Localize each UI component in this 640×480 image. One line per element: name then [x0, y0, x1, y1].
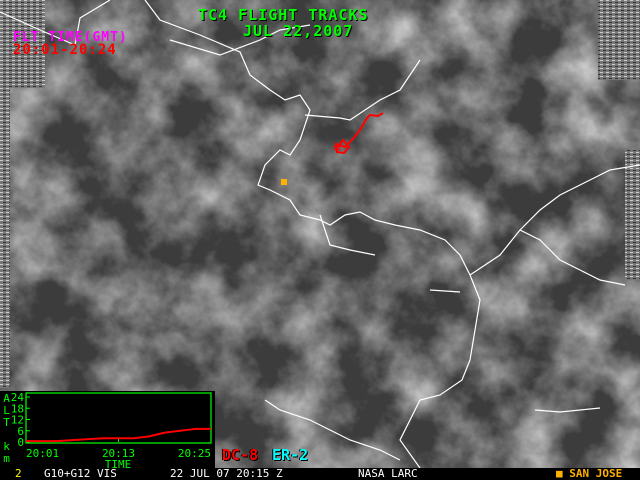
no-data-region [0, 0, 45, 88]
country-borders [0, 0, 640, 469]
marker-legend: ■ SAN JOSE [556, 467, 623, 480]
star-marker-icon: ✲ [333, 140, 341, 156]
x-axis-label: TIME [105, 458, 132, 469]
status-bar: 2 G10+G12 VIS 22 JUL 07 20:15 Z NASA LAR… [0, 467, 640, 480]
legend-er2: ER-2 [272, 446, 309, 464]
x-tick-label: 20:13 [102, 447, 135, 460]
flight-time-range: 20:01-20:24 [13, 42, 117, 58]
y-tick-label: 18 [11, 402, 24, 415]
x-tick-label: 20:25 [178, 447, 211, 460]
no-data-region [625, 150, 640, 280]
product-name: G10+G12 VIS [44, 467, 117, 480]
dc8-altitude-line [26, 427, 211, 443]
credit: NASA LARC [358, 467, 418, 480]
y-tick-label: 6 [17, 425, 24, 438]
y-tick-label: 12 [11, 414, 24, 427]
no-data-region [0, 88, 10, 388]
square-marker-icon [281, 179, 287, 185]
y-tick-label: 0 [17, 436, 24, 449]
dc8-flight-track [334, 112, 384, 155]
x-tick-label: 20:01 [26, 447, 59, 460]
map-title: TC4 FLIGHT TRACKS [198, 6, 369, 24]
no-data-region [598, 0, 640, 80]
frame-number: 2 [15, 467, 22, 480]
legend-dc8: DC-8 [222, 446, 259, 464]
flight-time-label: FLT TIME(GMT) [13, 30, 128, 45]
y-axis-label: ALT km [0, 392, 13, 464]
y-tick-label: 24 [11, 391, 25, 404]
chart-frame [25, 392, 212, 444]
map-date: JUL 22,2007 [243, 22, 354, 40]
marker-legend-label: SAN JOSE [569, 467, 623, 480]
image-timestamp: 22 JUL 07 20:15 Z [170, 467, 283, 480]
